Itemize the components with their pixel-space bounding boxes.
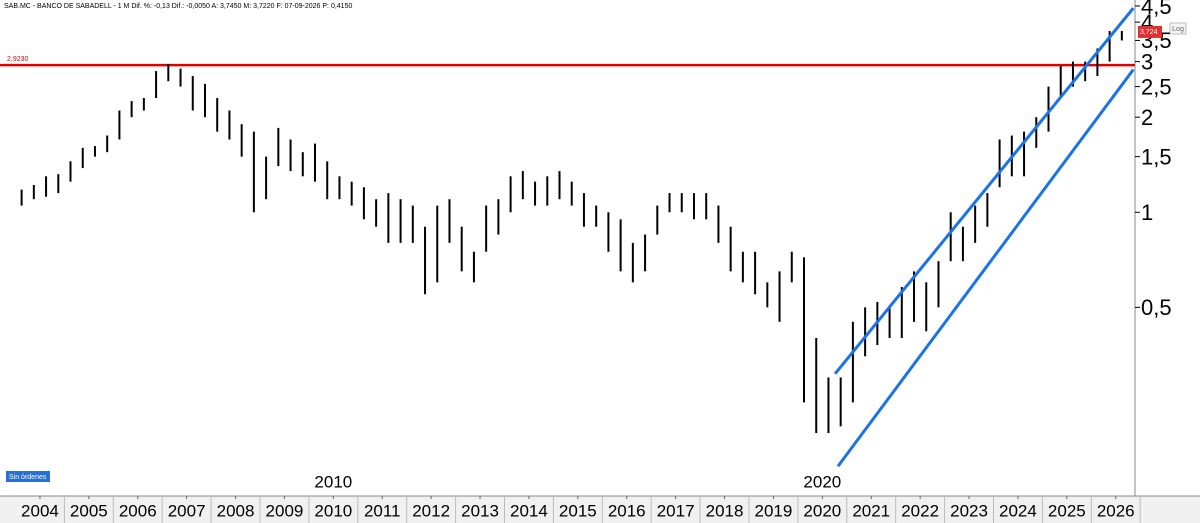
channel-line	[833, 7, 1135, 375]
x-tick-label: 2017	[657, 501, 695, 520]
x-tick-label: 2010	[314, 501, 352, 520]
header: SAB.MC - BANCO DE SABADELL - 1 M Dif. %:…	[4, 3, 352, 10]
y-tick-label: 2,5	[1141, 74, 1172, 99]
channel-line	[836, 68, 1135, 468]
x-tick-label: 2016	[608, 501, 646, 520]
x-tick-label: 2013	[461, 501, 499, 520]
log-button-label[interactable]: Log	[1172, 26, 1184, 33]
x-tick-label: 2025	[1048, 501, 1086, 520]
orders-box	[6, 471, 50, 482]
decade-label: 2010	[314, 472, 352, 491]
x-tick-label: 2008	[217, 501, 255, 520]
x-tick-label: 2021	[852, 501, 890, 520]
resistance-label: 2,9230	[7, 56, 29, 63]
y-tick-label: 1	[1141, 200, 1153, 225]
x-tick-label: 2006	[119, 501, 157, 520]
x-tick-label: 2024	[999, 501, 1037, 520]
x-tick-label: 2005	[70, 501, 108, 520]
x-tick-label: 2009	[266, 501, 304, 520]
x-tick-label: 2026	[1097, 501, 1135, 520]
orders-label: Sin órdenes	[9, 474, 47, 481]
y-tick-label: 4,5	[1141, 0, 1172, 19]
x-tick-label: 2014	[510, 501, 548, 520]
last-price-label: 3,724	[1140, 29, 1158, 36]
x-tick-label: 2018	[706, 501, 744, 520]
x-tick-label: 2004	[21, 501, 59, 520]
x-axis-band	[0, 496, 1200, 523]
x-tick-label: 2022	[901, 501, 939, 520]
x-tick-label: 2012	[412, 501, 450, 520]
x-tick-label: 2023	[950, 501, 988, 520]
x-tick-label: 2007	[168, 501, 206, 520]
x-tick-label: 2011	[364, 501, 401, 520]
log-button[interactable]	[1169, 22, 1187, 35]
x-tick-label: 2019	[755, 501, 793, 520]
x-tick-label: 2015	[559, 501, 597, 520]
y-tick-label: 1,5	[1141, 144, 1172, 169]
y-tick-label: 0,5	[1141, 295, 1172, 320]
decade-label: 2020	[803, 472, 841, 491]
y-tick-label: 3	[1141, 49, 1153, 74]
last-price-box	[1138, 25, 1162, 38]
y-tick-label: 2	[1141, 105, 1153, 130]
x-tick-label: 2020	[803, 501, 841, 520]
